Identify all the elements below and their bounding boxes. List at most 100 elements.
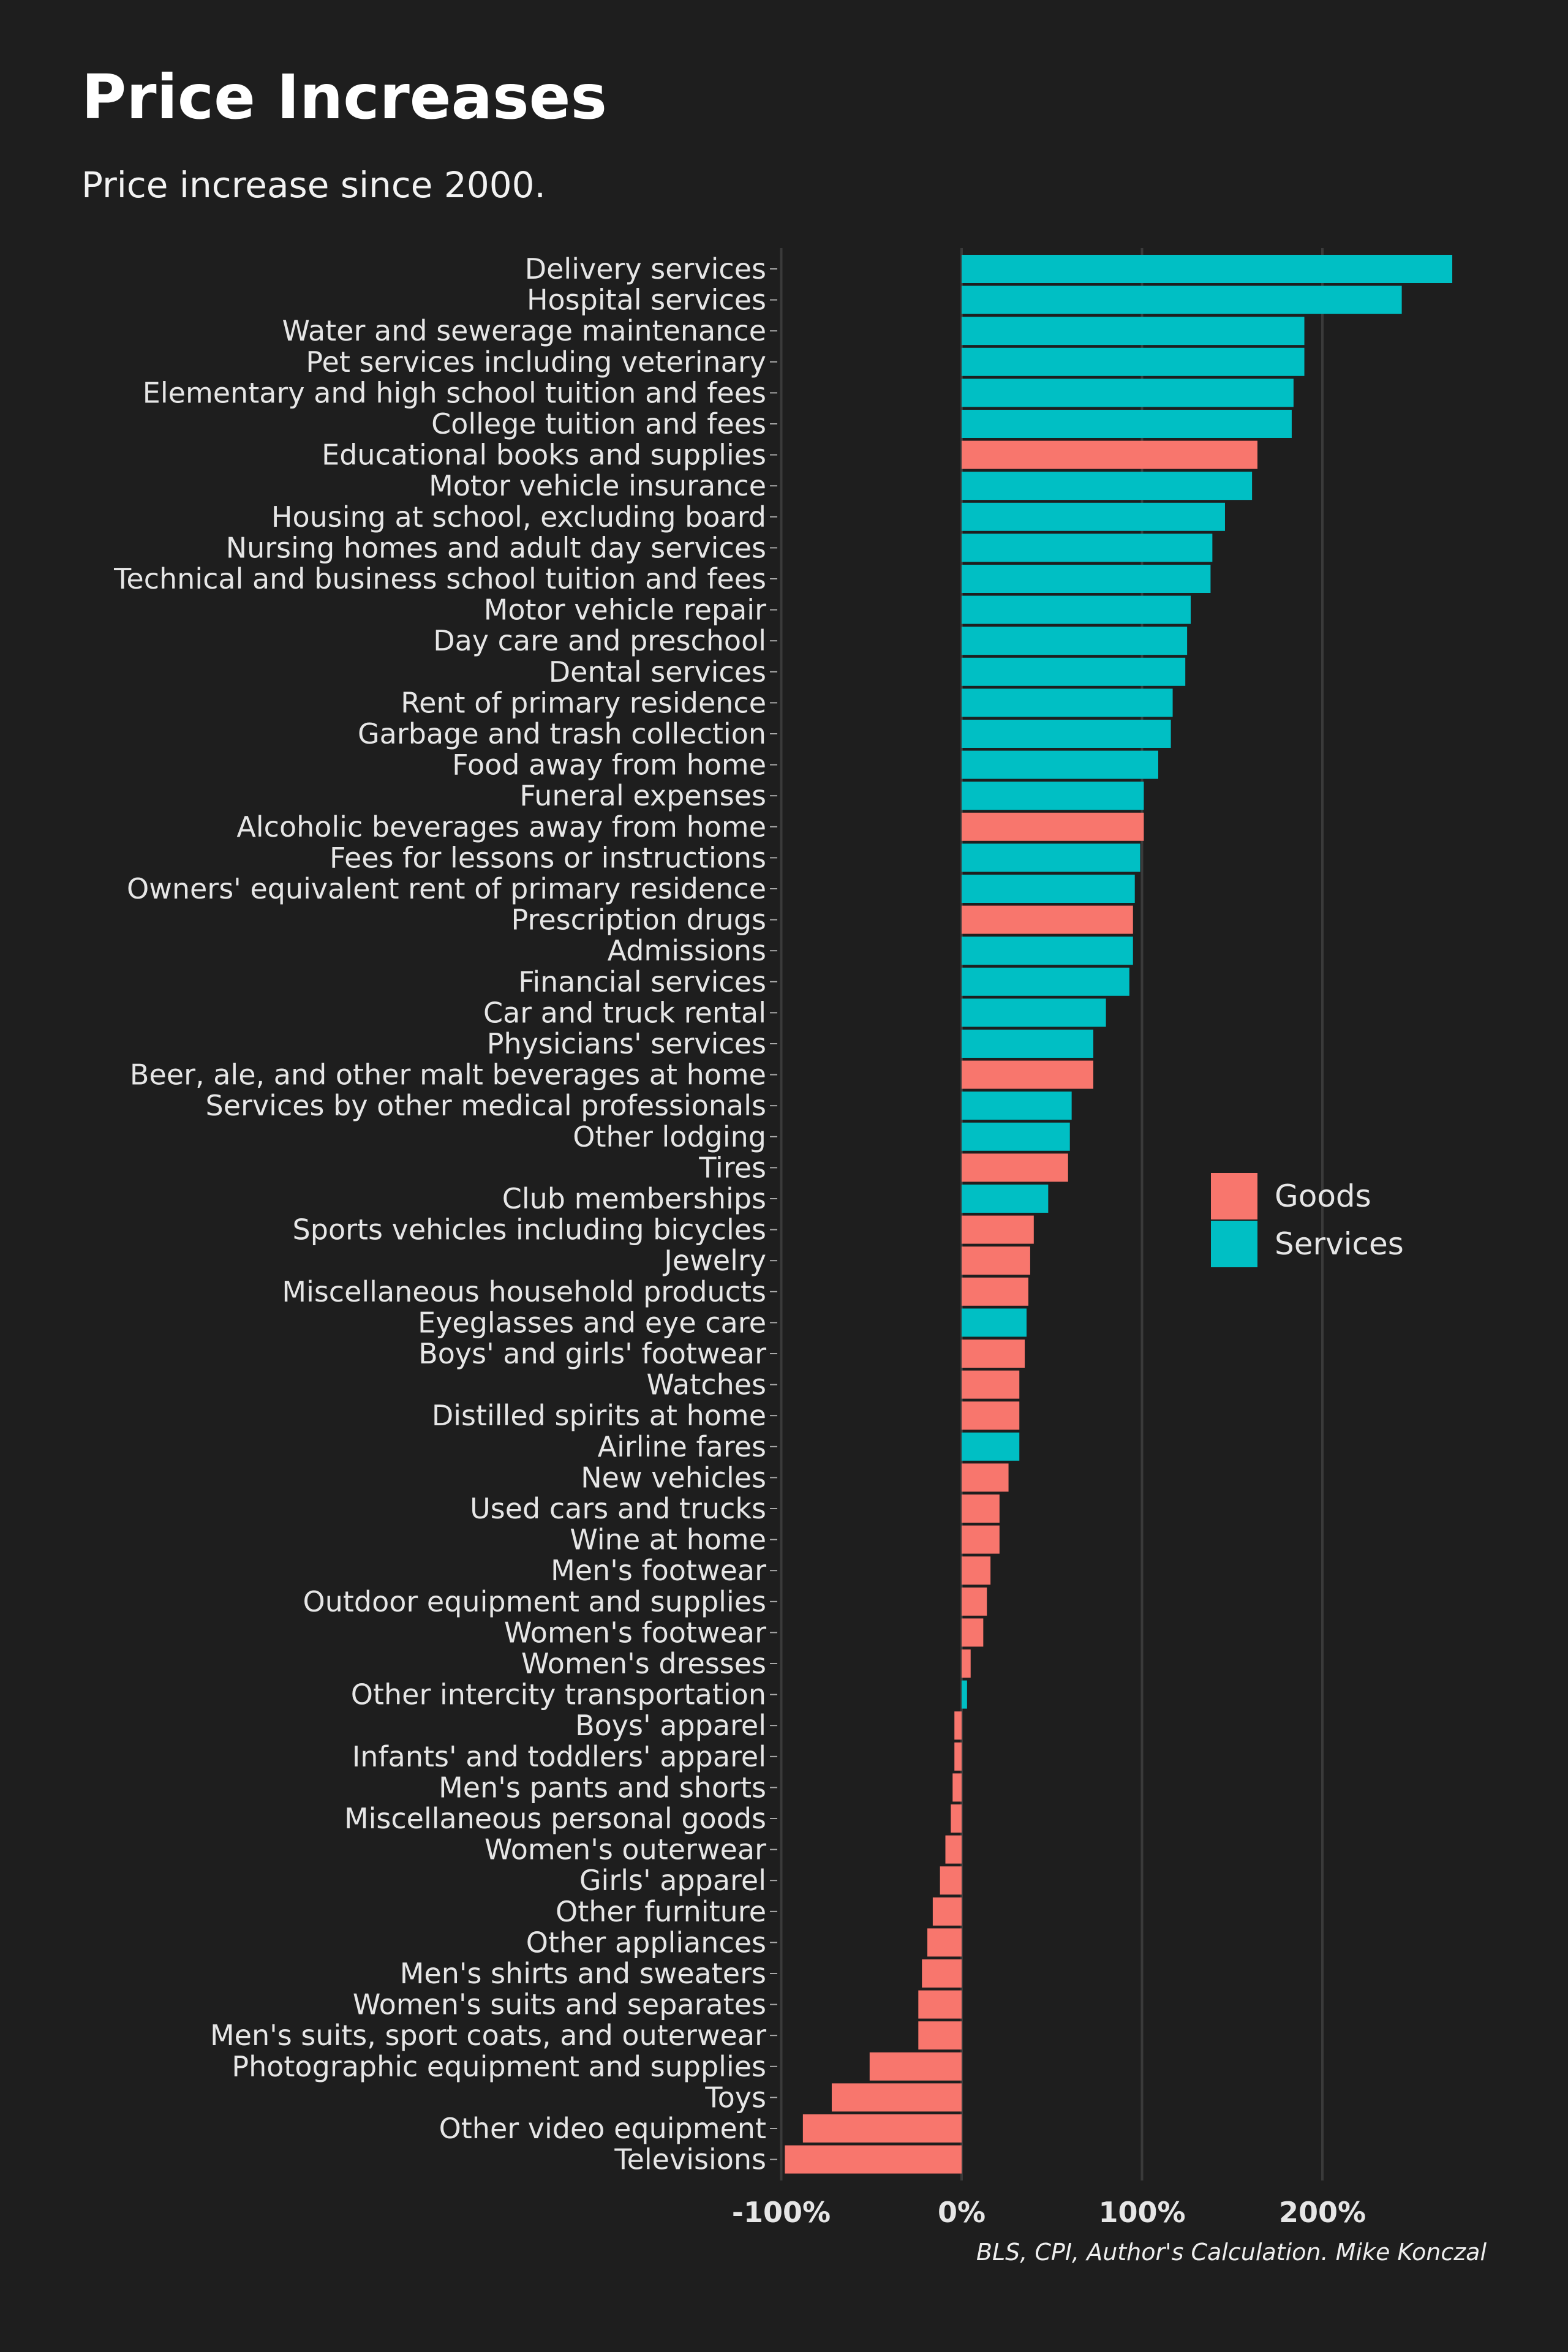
category-label: Housing at school, excluding board (271, 500, 766, 533)
bar (962, 1587, 987, 1616)
bar (927, 1928, 962, 1957)
bar (962, 1340, 1025, 1368)
category-label: Women's outerwear (484, 1833, 766, 1866)
category-label: Technical and business school tuition an… (113, 562, 766, 595)
category-label: Hospital services (527, 284, 766, 317)
category-label: Other video equipment (439, 2112, 766, 2145)
bar (962, 782, 1144, 810)
bar (962, 1060, 1093, 1089)
bar (962, 967, 1129, 996)
bar (962, 1215, 1034, 1244)
category-label: Jewelry (662, 1244, 766, 1277)
category-label: Women's dresses (521, 1647, 766, 1680)
source-caption: BLS, CPI, Author's Calculation. Mike Kon… (976, 2239, 1487, 2266)
category-label: Men's pants and shorts (439, 1771, 766, 1804)
bars-layer (785, 255, 1453, 2174)
bar (962, 1370, 1020, 1399)
category-label: Dental services (549, 655, 766, 688)
x-tick-label: 0% (938, 2196, 986, 2229)
category-label: College tuition and fees (431, 407, 766, 440)
category-label: Miscellaneous household products (282, 1275, 766, 1308)
bar (962, 1277, 1028, 1306)
bar (962, 627, 1188, 655)
category-label: Financial services (518, 965, 766, 998)
bar (945, 1835, 962, 1864)
category-label: Motor vehicle repair (484, 594, 766, 627)
bar (962, 1401, 1020, 1430)
category-label: Food away from home (452, 748, 766, 782)
bar (962, 1432, 1020, 1461)
bar (962, 595, 1191, 624)
category-label: Other furniture (556, 1895, 766, 1928)
chart-subtitle: Price increase since 2000. (81, 164, 546, 206)
category-label: Alcoholic beverages away from home (236, 810, 766, 843)
bar (962, 843, 1140, 872)
category-label: Miscellaneous personal goods (344, 1802, 766, 1835)
bar (962, 750, 1159, 779)
legend-label: Services (1275, 1226, 1404, 1262)
category-label: Educational books and supplies (322, 439, 766, 472)
bar (831, 2083, 962, 2112)
category-label: Photographic equipment and supplies (232, 2050, 766, 2083)
category-label: Other appliances (526, 1926, 766, 1959)
bar (962, 1649, 971, 1678)
category-label: Pet services including veterinary (306, 345, 766, 379)
bar (962, 657, 1186, 686)
category-label: Men's shirts and sweaters (400, 1957, 766, 1990)
category-label: Men's footwear (551, 1554, 766, 1587)
category-label: Elementary and high school tuition and f… (143, 376, 766, 409)
category-label: Day care and preschool (433, 624, 766, 657)
category-label: Prescription drugs (511, 903, 766, 937)
bar (869, 2052, 962, 2081)
category-label: Distilled spirits at home (432, 1399, 766, 1432)
bar (962, 937, 1133, 965)
bar (954, 1711, 962, 1740)
category-label: Club memberships (502, 1182, 766, 1215)
category-label: Toys (704, 2081, 766, 2114)
bar (962, 565, 1211, 593)
bar (962, 1091, 1072, 1120)
bar (951, 1804, 962, 1833)
category-label: Watches (647, 1368, 766, 1401)
category-label: Physicians' services (487, 1027, 766, 1060)
bar (962, 688, 1173, 717)
category-label: Other lodging (573, 1120, 766, 1153)
category-label: Beer, ale, and other malt beverages at h… (130, 1058, 766, 1091)
bar (932, 1897, 962, 1926)
bar (962, 379, 1294, 407)
bar (962, 1122, 1070, 1151)
bar (962, 1246, 1030, 1275)
category-label: Women's footwear (504, 1616, 766, 1649)
bar (962, 502, 1225, 531)
bar (962, 1153, 1068, 1182)
bar (962, 1525, 1000, 1554)
bar (962, 1556, 991, 1585)
x-axis-ticks: -100% 0% 100% 200% (732, 2196, 1366, 2229)
category-label: Services by other medical professionals (206, 1089, 766, 1122)
category-label: Outdoor equipment and supplies (303, 1585, 766, 1618)
legend-swatch (1211, 1221, 1257, 1267)
category-label: Wine at home (570, 1523, 766, 1556)
category-label: Tires (698, 1151, 766, 1184)
bar (962, 720, 1171, 748)
bar (962, 1030, 1093, 1058)
bar (962, 317, 1305, 345)
bar (962, 875, 1135, 903)
category-label: Garbage and trash collection (358, 717, 766, 750)
category-label: Boys' and girls' footwear (418, 1337, 766, 1370)
bar (962, 347, 1305, 376)
bar (922, 1959, 962, 1988)
category-label: Other intercity transportation (351, 1678, 766, 1711)
category-label: Infants' and toddlers' apparel (352, 1740, 766, 1773)
bar (785, 2145, 962, 2174)
bar (962, 533, 1213, 562)
bar (962, 812, 1144, 841)
bar (962, 440, 1257, 469)
bar (954, 1742, 962, 1771)
category-label: Men's suits, sport coats, and outerwear (210, 2019, 766, 2052)
category-label: Motor vehicle insurance (429, 469, 766, 502)
category-label: Girls' apparel (579, 1864, 766, 1897)
category-label: Used cars and trucks (470, 1492, 766, 1525)
bar (802, 2114, 962, 2143)
